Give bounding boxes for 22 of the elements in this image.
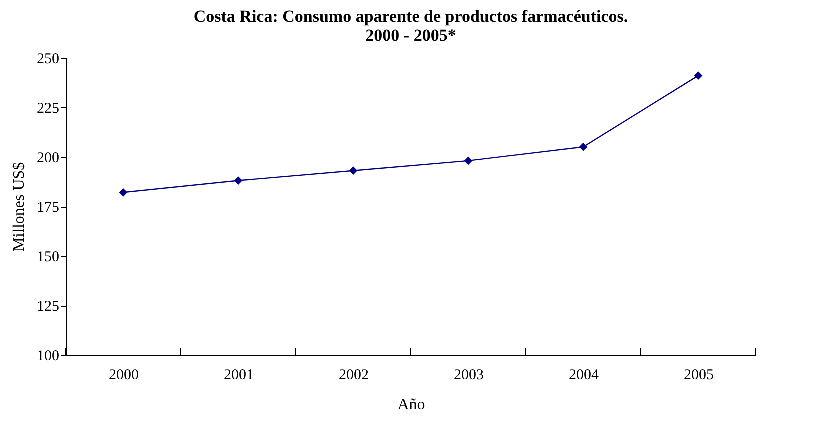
x-tick-label: 2000	[109, 368, 139, 384]
y-tick-label: 125	[37, 299, 60, 315]
point	[464, 156, 473, 166]
x-tick-label: 2003	[454, 368, 484, 384]
y-tick-label: 200	[37, 150, 60, 166]
point	[694, 72, 703, 80]
x-tick-label: 2001	[224, 368, 254, 384]
y-tick-label: 250	[37, 52, 60, 68]
x-tick-label: 2004	[569, 368, 600, 384]
chart-title: Costa Rica: Consumo aparente de productos farmacéuticos. 2000 - 2005*	[194, 7, 628, 45]
x-tick-label: 2002	[339, 368, 369, 384]
point	[119, 188, 128, 197]
y-tick-label: 225	[37, 101, 60, 117]
x-axis-title: Año	[398, 396, 426, 414]
point	[234, 176, 243, 185]
y-tick-label: 175	[37, 200, 60, 216]
y-axis-title: Millones US$	[11, 162, 28, 252]
y-tick-label: 100	[37, 348, 60, 364]
y-tick-label: 150	[37, 250, 60, 266]
point	[349, 166, 358, 176]
point	[579, 142, 588, 152]
x-tick-label: 2005	[684, 368, 714, 384]
